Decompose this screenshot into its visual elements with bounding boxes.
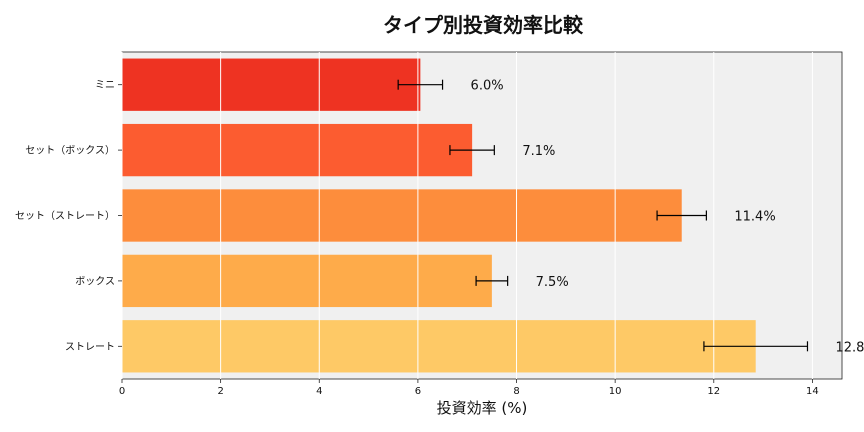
x-tick-label: 4 (316, 386, 322, 397)
value-label: 7.1% (522, 144, 555, 159)
category-label: セット（ストレート） (15, 210, 115, 222)
value-label: 11.4% (734, 210, 775, 225)
value-labels: 6.0% 7.1% 11.4% 7.5% 12.8% (471, 79, 864, 356)
x-tick-label: 6 (415, 386, 421, 397)
x-tick-label: 10 (609, 386, 622, 397)
grid (121, 52, 813, 379)
x-ticks: 0 2 4 6 8 10 12 14 (119, 379, 819, 397)
bars (122, 58, 756, 373)
x-axis-label: 投資効率 (%) (437, 399, 528, 417)
x-tick-label: 14 (806, 386, 819, 397)
x-tick-label: 2 (217, 386, 223, 397)
bar (122, 320, 756, 373)
value-label: 6.0% (471, 79, 504, 94)
error-bars (397, 79, 809, 352)
bar (122, 58, 421, 111)
bar (122, 123, 473, 177)
x-tick-label: 8 (513, 386, 519, 397)
bar (122, 254, 492, 308)
chart-title: タイプ別投資効率比較 (383, 13, 584, 37)
bar (122, 189, 682, 242)
x-tick-label: 0 (119, 386, 125, 397)
value-label: 12.8% (835, 340, 864, 355)
x-tick-label: 12 (707, 386, 720, 397)
category-label: ボックス (75, 275, 115, 287)
category-label: ストレート (65, 342, 115, 353)
value-label: 7.5% (536, 275, 569, 290)
category-label: セット（ボックス） (25, 145, 115, 157)
category-label: ミニ (95, 80, 115, 91)
